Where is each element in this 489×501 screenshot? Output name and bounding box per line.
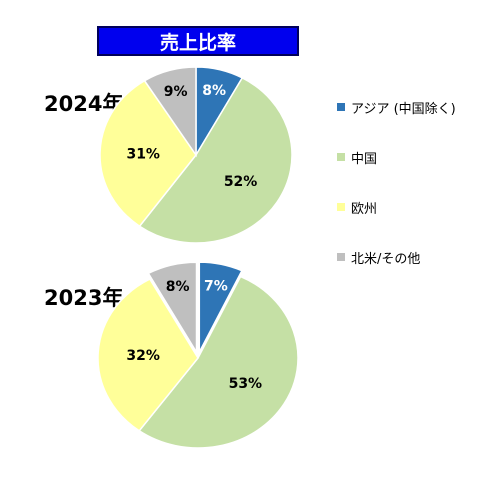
legend-swatch-europe (337, 203, 345, 211)
legend-item-other: 北米/その他 (337, 247, 420, 267)
data-label-2024-china: 52% (224, 174, 258, 190)
pie-slice-2023-china (138, 275, 299, 449)
legend-item-europe: 欧州 (337, 197, 377, 217)
pie-slice-2023-europe (97, 278, 199, 432)
chart-title: 売上比率 (97, 26, 299, 56)
pie-label-2024: 2024年 (44, 92, 124, 116)
pie-slice-2023-asia (198, 261, 243, 353)
pie-slice-2024-europe (99, 79, 197, 228)
legend-item-asia: アジア (中国除く) (337, 97, 456, 117)
pie-chart-2024: 8% 52% 31% 9% (99, 66, 293, 244)
pie-label-2023: 2023年 (44, 286, 124, 310)
data-label-2023-asia: 7% (204, 278, 228, 294)
legend-label-asia: アジア (中国除く) (351, 101, 456, 117)
legend-label-europe: 欧州 (351, 201, 378, 217)
data-label-2023-china: 53% (229, 376, 263, 392)
legend-item-china: 中国 (337, 147, 377, 167)
data-label-2024-asia: 8% (202, 83, 226, 99)
data-label-2024-other: 9% (164, 84, 188, 100)
legend-swatch-china (337, 153, 345, 161)
pie-slice-2024-china (138, 76, 293, 244)
pie-slice-2023-other (147, 261, 198, 355)
data-label-2023-europe: 32% (126, 348, 160, 364)
legend-label-other: 北米/その他 (351, 251, 421, 267)
legend-label-china: 中国 (351, 151, 378, 167)
pie-slice-2024-other (143, 66, 197, 158)
data-label-2024-europe: 31% (126, 146, 160, 162)
data-label-2023-other: 8% (166, 279, 190, 295)
pie-chart-2023: 7% 53% 32% 8% (97, 261, 299, 449)
legend-swatch-other (337, 253, 345, 261)
legend-swatch-asia (337, 103, 345, 111)
